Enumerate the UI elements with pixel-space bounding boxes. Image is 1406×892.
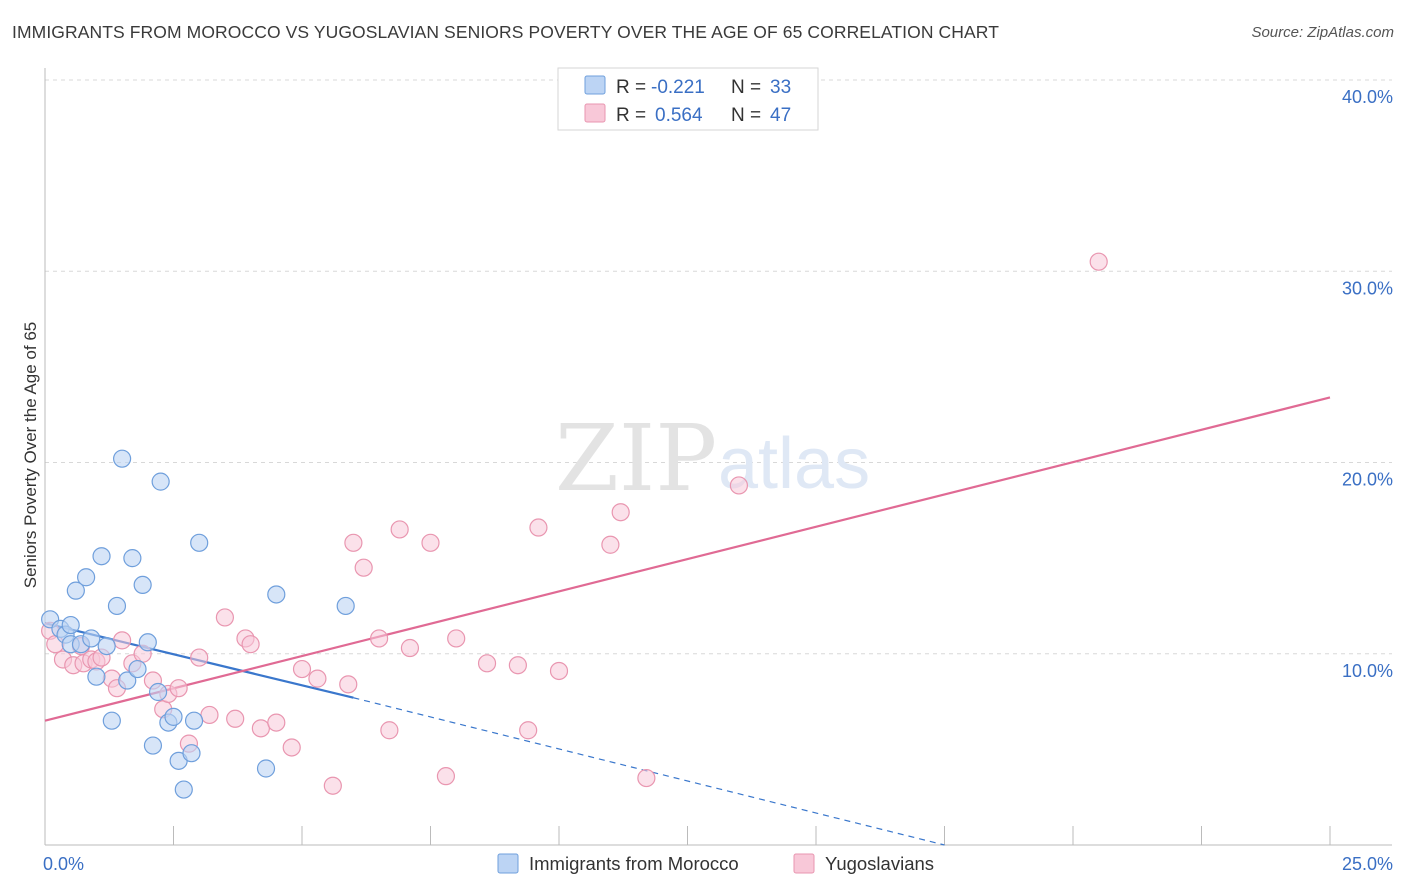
- point-morocco: [107, 596, 127, 616]
- point-yugoslavians: [308, 669, 327, 688]
- axes: [44, 68, 1392, 846]
- y-tick-label: 10.0%: [1342, 661, 1393, 681]
- watermark-zip: ZIP: [555, 405, 717, 512]
- point-yugoslavians: [447, 629, 466, 648]
- legend-swatch-yugoslavians: [584, 103, 606, 123]
- trend-line-morocco-extrapolated: [353, 697, 945, 846]
- chart-title: IMMIGRANTS FROM MOROCCO VS YUGOSLAVIAN S…: [12, 22, 1000, 42]
- point-yugoslavians: [190, 648, 209, 667]
- point-yugoslavians: [519, 721, 538, 740]
- point-yugoslavians: [729, 476, 749, 495]
- point-yugoslavians: [637, 768, 656, 788]
- y-tick-label: 20.0%: [1342, 470, 1393, 490]
- legend-n-label: N =: [731, 105, 761, 126]
- point-morocco: [190, 533, 209, 552]
- legend-r-label: R =: [616, 77, 646, 98]
- point-yugoslavians: [226, 709, 245, 728]
- point-morocco: [184, 711, 204, 730]
- point-morocco: [102, 711, 121, 730]
- point-yugoslavians: [380, 721, 399, 740]
- point-yugoslavians: [390, 520, 409, 539]
- legend-label-yugoslavians: Yugoslavians: [825, 853, 934, 874]
- point-morocco: [112, 449, 132, 468]
- point-morocco: [267, 585, 286, 604]
- series-legend: Immigrants from Morocco Yugoslavians: [497, 853, 934, 874]
- point-morocco: [97, 636, 116, 656]
- point-morocco: [133, 575, 152, 595]
- point-yugoslavians: [436, 767, 456, 786]
- legend-swatch-morocco: [584, 75, 606, 95]
- point-yugoslavians: [112, 631, 132, 650]
- point-morocco: [77, 568, 96, 587]
- legend-r-value: 0.564: [655, 105, 703, 126]
- point-morocco: [82, 629, 101, 648]
- point-morocco: [87, 667, 106, 686]
- legend-n-label: N =: [731, 77, 761, 98]
- point-morocco: [66, 581, 85, 600]
- point-morocco: [336, 596, 355, 616]
- point-morocco: [61, 615, 80, 635]
- point-yugoslavians: [400, 638, 420, 658]
- x-tick-label: 25.0%: [1342, 854, 1393, 874]
- point-yugoslavians: [529, 518, 548, 537]
- point-yugoslavians: [200, 705, 219, 725]
- point-yugoslavians: [549, 661, 569, 681]
- y-tick-label: 40.0%: [1342, 87, 1393, 107]
- point-yugoslavians: [354, 558, 373, 577]
- legend-r-label: R =: [616, 105, 646, 126]
- point-morocco: [118, 671, 137, 690]
- legend-r-value: -0.221: [651, 77, 705, 98]
- point-morocco: [148, 682, 168, 702]
- point-yugoslavians: [339, 675, 358, 694]
- point-yugoslavians: [477, 654, 497, 673]
- point-yugoslavians: [282, 738, 301, 757]
- point-morocco: [128, 659, 147, 679]
- point-morocco: [174, 780, 193, 799]
- point-yugoslavians: [323, 776, 342, 795]
- point-yugoslavians: [344, 533, 363, 552]
- y-axis-label: Seniors Poverty Over the Age of 65: [21, 322, 40, 588]
- point-morocco: [182, 744, 201, 763]
- tick-labels: 10.0% 20.0% 30.0% 40.0% 0.0% 25.0%: [43, 87, 1393, 874]
- legend-n-value: 33: [770, 77, 791, 98]
- grid-lines: [45, 79, 1392, 655]
- point-morocco: [138, 633, 157, 652]
- point-yugoslavians: [508, 656, 527, 675]
- point-yugoslavians: [421, 533, 440, 552]
- point-yugoslavians: [251, 719, 270, 738]
- trend-line-yugoslavians: [44, 396, 1331, 722]
- source-credit: Source: ZipAtlas.com: [1251, 24, 1394, 41]
- point-yugoslavians: [601, 535, 620, 554]
- point-morocco: [151, 472, 170, 491]
- point-morocco: [164, 707, 183, 726]
- x-tick-label: 0.0%: [43, 854, 84, 874]
- point-morocco: [92, 547, 111, 566]
- legend-label-morocco: Immigrants from Morocco: [529, 853, 739, 874]
- point-morocco: [256, 759, 276, 778]
- point-yugoslavians: [241, 635, 260, 654]
- point-morocco: [123, 549, 142, 568]
- watermark: ZIP atlas: [555, 405, 870, 512]
- y-tick-label: 30.0%: [1342, 278, 1393, 298]
- legend-n-value: 47: [770, 105, 791, 126]
- point-yugoslavians: [370, 629, 389, 648]
- point-yugoslavians: [215, 608, 234, 627]
- point-yugoslavians: [267, 713, 286, 732]
- data-points: [41, 252, 1108, 799]
- point-yugoslavians: [292, 659, 312, 679]
- point-morocco: [143, 736, 163, 755]
- point-yugoslavians: [169, 679, 188, 698]
- point-yugoslavians: [1089, 252, 1108, 271]
- stats-legend: R = -0.221 N = 33 R = 0.564 N = 47: [557, 67, 819, 131]
- point-yugoslavians: [611, 503, 630, 522]
- legend-swatch-yugoslavians: [793, 853, 815, 874]
- legend-swatch-morocco: [497, 853, 519, 874]
